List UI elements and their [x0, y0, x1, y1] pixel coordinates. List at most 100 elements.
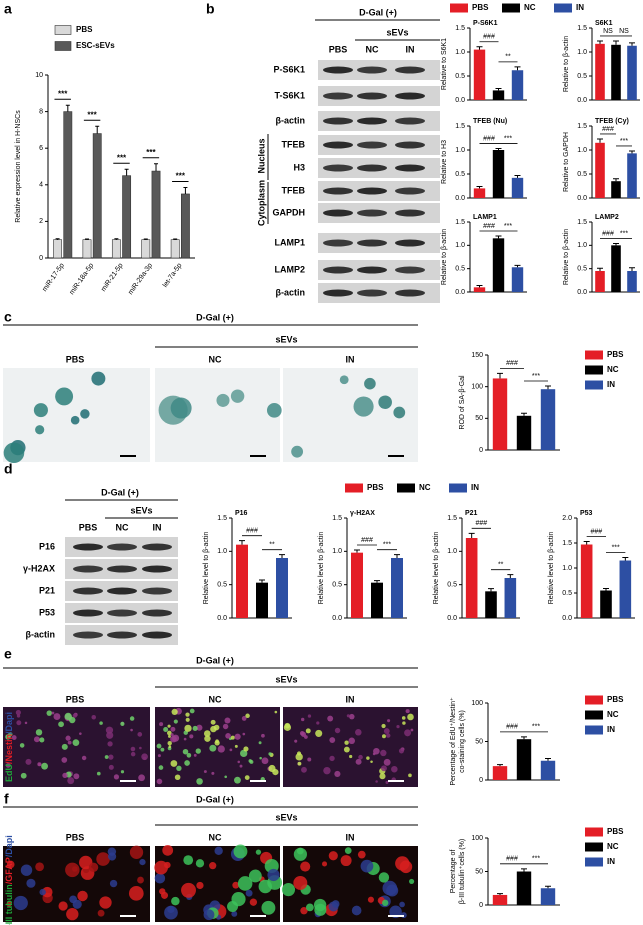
cell [97, 909, 105, 917]
blot-band [323, 92, 353, 100]
error-bar [183, 187, 188, 194]
cell [58, 901, 68, 911]
blot-band [323, 141, 353, 149]
cell [39, 888, 46, 896]
y-tick-label: 0.0 [455, 195, 465, 202]
cell [301, 766, 307, 773]
blot-row-label: P16 [39, 541, 55, 551]
stain-part: /Dapi [4, 712, 14, 734]
cell [209, 862, 217, 870]
legend-swatch [449, 483, 467, 493]
stain-part: β-III tubulin [4, 884, 14, 925]
cell [222, 723, 229, 730]
cell [39, 737, 45, 743]
cell [355, 728, 362, 736]
y-tick-label: 1.0 [447, 548, 457, 555]
y-tick-label: 0.5 [217, 582, 227, 589]
cell [128, 885, 144, 901]
cell [6, 860, 15, 869]
blot-band [395, 92, 425, 100]
bar [92, 133, 102, 259]
cell [358, 754, 363, 760]
blot-band [357, 209, 387, 217]
blot-band [395, 289, 425, 297]
error-bar [65, 104, 70, 112]
bar [600, 590, 612, 618]
bar [351, 552, 363, 618]
significance-label: ### [246, 528, 258, 535]
group-label: PBS [66, 694, 85, 704]
y-tick-label: 1.5 [217, 515, 227, 522]
cell [170, 760, 178, 767]
cell [171, 708, 178, 716]
cell [189, 708, 195, 714]
cell [35, 862, 44, 872]
cell [196, 881, 204, 890]
y-tick-label: 0 [479, 902, 483, 909]
blot-band [357, 92, 387, 100]
cell [306, 903, 314, 912]
group-label: PBS [329, 44, 348, 54]
cell [108, 852, 117, 861]
cell [166, 730, 172, 736]
cell [66, 907, 79, 921]
cell [396, 724, 400, 729]
cell [349, 713, 355, 720]
group-label: IN [346, 354, 355, 364]
y-tick-label: 150 [471, 352, 483, 359]
bar [256, 582, 268, 618]
cell [334, 727, 341, 734]
y-tick-label: 0.5 [577, 73, 587, 80]
bar [540, 888, 556, 905]
cell [203, 730, 211, 737]
bar [516, 871, 532, 905]
cell [386, 733, 391, 738]
y-tick-label: 0.0 [455, 97, 465, 104]
treatment-label: sEVs [386, 27, 408, 37]
significance-label: NS [603, 28, 613, 35]
cell [357, 850, 366, 859]
y-axis-label: Relative level to β-actin [203, 532, 210, 605]
significance-label: ### [602, 230, 614, 237]
legend-swatch [345, 483, 363, 493]
cell [230, 735, 235, 740]
cell [46, 710, 53, 716]
bar [492, 238, 505, 292]
significance-label: *** [87, 110, 97, 119]
blot-row-label: T-S6K1 [274, 90, 305, 100]
cell [204, 735, 211, 742]
legend-swatch [585, 857, 603, 867]
cell [366, 756, 370, 760]
error-bar [173, 238, 178, 240]
cell [398, 748, 404, 754]
cell [67, 740, 72, 745]
cell [168, 734, 171, 738]
cell [20, 772, 27, 779]
x-tick-label: miR-21-5p [100, 262, 125, 293]
bar [595, 142, 605, 198]
group-label: NC [209, 832, 222, 842]
y-tick-label: 0.5 [447, 582, 457, 589]
x-tick-label: let-7a-5p [162, 262, 184, 289]
significance-label: *** [383, 542, 391, 549]
y-tick-label: 1.5 [577, 25, 587, 32]
blot-band [323, 209, 353, 217]
cell [73, 773, 80, 780]
blot-band [323, 164, 353, 172]
y-tick-label: 1.0 [577, 49, 587, 56]
cell [268, 752, 272, 756]
cell [120, 721, 125, 726]
bar [516, 415, 532, 450]
bar [511, 70, 524, 100]
cell [33, 403, 48, 418]
bar [473, 49, 486, 100]
y-axis-label: Relative level to β-actin [433, 532, 440, 605]
cell [157, 754, 161, 758]
chart-title: LAMP2 [595, 214, 619, 221]
cell [3, 442, 25, 464]
blot-row-label: P53 [39, 607, 55, 617]
y-tick-label: 0.0 [217, 615, 227, 622]
panel-letter: d [4, 461, 13, 477]
error-bar [468, 532, 475, 538]
cell [130, 746, 136, 752]
